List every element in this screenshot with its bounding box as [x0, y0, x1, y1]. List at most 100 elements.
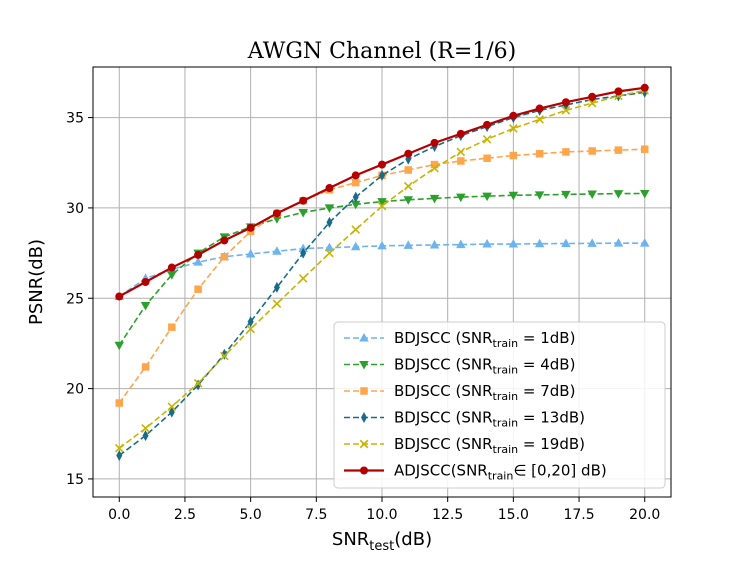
legend-label-sub: train [493, 337, 519, 350]
data-point [614, 87, 623, 96]
series-2 [114, 189, 650, 351]
x-axis-label-main: SNR [332, 529, 369, 550]
data-point [193, 257, 203, 266]
data-point [168, 406, 175, 418]
data-point [167, 402, 177, 411]
data-point [483, 120, 492, 129]
data-point [482, 192, 492, 202]
data-point [350, 241, 361, 251]
legend-label-main: BDJSCC (SNR [394, 356, 493, 374]
data-point [351, 171, 360, 180]
data-point [587, 190, 597, 200]
legend-label-main: BDJSCC (SNR [394, 382, 493, 400]
legend-label: BDJSCC (SNRtrain = 4dB) [394, 356, 575, 377]
data-point [141, 278, 150, 286]
legend-entry-2: BDJSCC (SNRtrain = 4dB) [344, 356, 575, 377]
data-point [141, 363, 150, 371]
data-point [535, 149, 544, 158]
series-6 [115, 83, 649, 301]
data-point [377, 240, 387, 250]
legend-label: ADJSCC(SNRtrain∈ [0,20] dB) [394, 462, 607, 483]
data-point [588, 92, 597, 101]
data-point [272, 209, 281, 218]
legend-label-sub: train [488, 470, 514, 483]
data-point [639, 238, 650, 247]
legend-entry-6: ADJSCC(SNRtrain∈ [0,20] dB) [344, 462, 607, 483]
x-tick-label: 0.0 [108, 507, 130, 523]
series-layer [114, 83, 650, 461]
tick-layer: 0.0 2.5 5.0 7.5 10.0 12.5 15.0 17.5 20.0 15 20 25 30… [66, 111, 660, 523]
data-point [429, 239, 440, 249]
data-point [326, 216, 333, 228]
data-point [403, 181, 413, 191]
x-axis-label: SNRtest(dB) [332, 529, 432, 554]
data-point [456, 129, 465, 138]
legend-marker [359, 439, 369, 449]
data-point [509, 111, 518, 120]
data-point [640, 145, 649, 153]
data-point [561, 98, 570, 107]
x-axis-label-suffix: (dB) [394, 529, 432, 550]
data-point [325, 248, 334, 258]
data-point [379, 169, 385, 181]
legend-label: BDJSCC (SNRtrain = 13dB) [394, 409, 585, 430]
legend-marker [360, 387, 368, 395]
data-point [246, 324, 255, 334]
data-point [429, 194, 440, 204]
legend-marker [359, 333, 369, 342]
legend-entry-5: BDJSCC (SNRtrain = 19dB) [344, 435, 585, 456]
legend-label-main: BDJSCC (SNR [394, 435, 493, 453]
data-point [482, 239, 492, 248]
data-point [561, 106, 571, 115]
y-tick-label: 25 [66, 291, 84, 307]
legend-marker [360, 466, 368, 475]
data-point [535, 104, 544, 113]
data-point [300, 247, 307, 259]
legend-marker [361, 412, 367, 423]
data-point [456, 147, 466, 157]
legend-label-sub: train [493, 364, 519, 377]
legend-label-suffix: = 13dB) [518, 409, 585, 427]
x-axis-label-sub: test [369, 539, 394, 554]
x-tick-label: 12.5 [432, 507, 463, 523]
data-point [298, 208, 308, 218]
data-point [140, 301, 151, 311]
data-point [245, 248, 256, 258]
data-point [351, 178, 360, 187]
data-point [246, 223, 255, 232]
legend-label: BDJSCC (SNRtrain = 7dB) [394, 382, 575, 403]
x-tick-label: 2.5 [174, 507, 196, 523]
y-tick-label: 35 [66, 111, 84, 127]
data-point [116, 449, 123, 461]
legend-box [333, 321, 666, 489]
data-point [325, 184, 334, 193]
data-point [456, 193, 466, 203]
data-point [614, 146, 623, 154]
legend-label: BDJSCC (SNRtrain = 1dB) [394, 329, 575, 350]
data-point [562, 148, 570, 156]
series-5 [114, 86, 650, 453]
data-point [613, 238, 624, 247]
legend-label-suffix: = 19dB) [518, 435, 585, 453]
data-point [272, 215, 282, 224]
data-point [272, 299, 282, 308]
data-point [247, 316, 254, 328]
data-point [483, 154, 491, 162]
x-tick-label: 15.0 [498, 507, 529, 523]
data-point [640, 83, 649, 92]
data-point [639, 189, 650, 199]
data-point [509, 151, 518, 160]
legend-marker [359, 361, 369, 370]
data-point [561, 190, 571, 200]
legend-label-suffix: = 4dB) [518, 356, 575, 374]
data-point [378, 160, 386, 169]
data-point [508, 239, 519, 248]
legend-label: BDJSCC (SNRtrain = 19dB) [394, 435, 585, 456]
data-point [167, 271, 177, 280]
data-point [587, 98, 597, 108]
data-point [272, 246, 282, 255]
data-point [456, 239, 466, 249]
data-point [194, 250, 203, 259]
data-point [534, 191, 545, 200]
